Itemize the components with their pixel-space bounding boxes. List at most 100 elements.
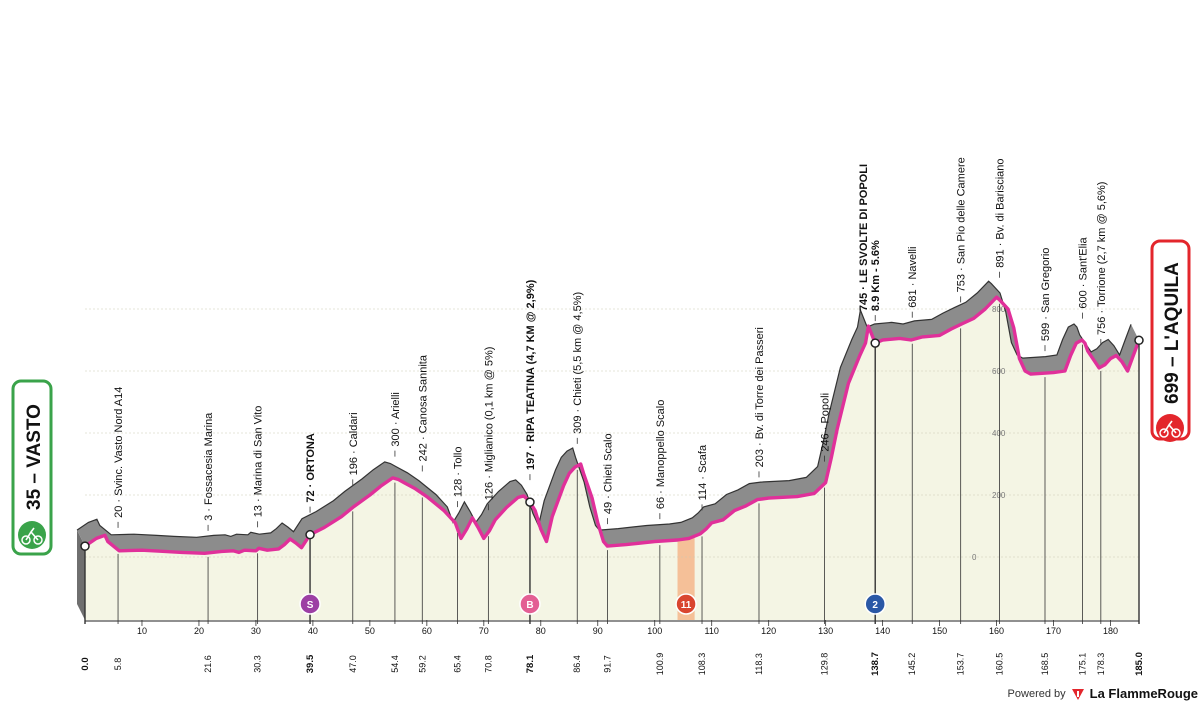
km-mark-label: 70.8 [483,655,493,673]
altitude-tick-label: 200 [992,491,1006,500]
km-axis-tick-label: 50 [365,626,375,636]
finish-wheel-icon [1159,428,1169,438]
altitude-grid-layer: 0 200 400 600 800 [85,305,1139,562]
start-wheel-icon [33,535,43,545]
powered-by-text: Powered by [1007,687,1066,700]
place-label: 300 · Arielli [390,392,402,446]
place-label: 66 · Manoppello Scalo [655,400,667,509]
kom-marker-label: 2 [872,600,878,611]
start-bike-frame-icon [25,527,39,541]
place-label: 13 · Marina di San Vito [253,406,265,518]
kom-marker-icon [864,593,886,615]
brand-name: La FlammeRouge [1089,686,1198,701]
start-altitude: 35 [24,488,45,510]
km-axis-tick-label: 140 [875,626,890,636]
finish-city: L'AQUILA [1162,262,1183,351]
km-mark-label: 59.2 [417,655,427,673]
km-mark-label: 78.1 [525,654,536,673]
place-label: 126 · Miglianico (0,1 km @ 5%) [483,347,495,501]
km-mark-label: 153.7 [956,653,966,676]
km-axis-tick-label: 160 [989,626,1004,636]
place-label: 891 · Bv. di Barisciano [994,158,1006,267]
km-axis-tick-label: 90 [593,626,603,636]
km-mark-label: 0.0 [80,657,91,670]
bonus-point-dot [525,497,535,507]
place-label: 8.9 Km - 5.6% [870,240,882,311]
markers-layer: S B 2 11 [80,335,1144,615]
km-mark-label: 168.5 [1040,653,1050,676]
km-mark-label: 129.8 [820,653,830,676]
place-labels-layer: 20 · Svinc. Vasto Nord A14 3 · Fossacesia… [113,157,1108,531]
place-label: 242 · Canosa Sannita [417,354,429,461]
km-axis-tick-label: 30 [251,626,261,636]
svg-text:35 – VASTO: 35 – VASTO [24,404,45,510]
start-wheel-icon [21,535,31,545]
flamme-rouge-logo-icon [1071,688,1084,700]
finish-separator: – [1162,351,1183,372]
place-label: 72 · ORTONA [305,433,317,503]
bonus-marker-icon [519,593,541,615]
start-cyclist-icon [18,521,46,549]
km-mark-label: 21.6 [203,655,213,673]
place-label: 745 · LE SVOLTE DI POPOLI [858,164,870,311]
km-mark-label: 86.4 [572,655,582,673]
place-label: 128 · Tollo [453,447,465,498]
km-axis-tick-label: 130 [818,626,833,636]
road-line-layer [84,295,1141,555]
road-line [84,295,1141,555]
finish-altitude: 699 [1162,372,1183,404]
place-label: 114 · Scafa [697,444,709,500]
km-mark-label: 175.1 [1078,653,1088,676]
km-mark-label: 91.7 [602,655,612,673]
feed-zone-marker-label: 11 [681,600,692,611]
start-badge-frame [11,379,53,556]
place-label: 309 · Chieti (5,5 km @ 4,5%) [572,292,584,434]
start-city: VASTO [24,404,45,468]
place-label: 203 · Bv. di Torre dei Passeri [754,327,766,467]
finish-wheel-icon [1171,428,1181,438]
place-label: 681 · Navelli [907,247,919,308]
profile-left-edge [77,530,85,620]
place-label: 196 · Caldari [348,412,360,475]
km-mark-label: 65.4 [453,655,463,673]
place-label: 600 · Sant'Elia [1078,237,1090,309]
km-mark-label: 30.3 [253,655,263,673]
km-axis-tick-label: 150 [932,626,947,636]
km-axis-tick-label: 10 [137,626,147,636]
km-mark-label: 54.4 [390,655,400,673]
place-label: 3 · Fossacesia Marina [203,412,215,521]
km-mark-label: 5.8 [113,658,123,671]
km-mark-label: 108.3 [697,653,707,676]
start-badge: 35 – VASTO [11,379,53,556]
start-separator: – [24,468,45,489]
km-mark-label: 178.3 [1096,653,1106,676]
finish-bike-frame-icon [1163,420,1177,434]
sprint-point-dot [305,529,315,540]
km-axis-tick-label: 60 [422,626,432,636]
kom-point-dot [870,338,880,348]
km-mark-label: 145.2 [907,653,917,676]
km-axis-tick-label: 100 [647,626,662,636]
km-mark-label: 160.5 [994,653,1004,676]
place-label: 20 · Svinc. Vasto Nord A14 [113,387,125,518]
footer-credit: Powered by La FlammeRouge [1008,686,1198,701]
km-axis-tick-label: 70 [479,626,489,636]
place-label: 756 · Torrione (2,7 km @ 5,6%) [1096,182,1108,335]
km-mark-label: 100.9 [655,653,665,676]
km-mark-label: 185.0 [1134,652,1145,676]
finish-cyclist-icon [1156,414,1184,442]
sprint-marker-icon [299,593,321,615]
km-axis-tick-label: 110 [705,626,719,636]
place-label: 599 · San Gregorio [1040,248,1052,342]
km-axis-tick-label: 180 [1103,626,1118,636]
km-mark-label: 47.0 [348,655,358,673]
bonus-marker-label: B [526,600,533,611]
km-axis-tick-label: 80 [536,626,546,636]
km-axis-tick-label: 120 [761,626,776,636]
km-axis-tick-label: 20 [194,626,204,636]
altitude-tick-label: 400 [992,429,1006,438]
altitude-tick-label: 600 [992,367,1006,376]
place-label: 753 · San Pio delle Camere [956,157,968,292]
feed-zone-marker-icon [675,593,697,615]
